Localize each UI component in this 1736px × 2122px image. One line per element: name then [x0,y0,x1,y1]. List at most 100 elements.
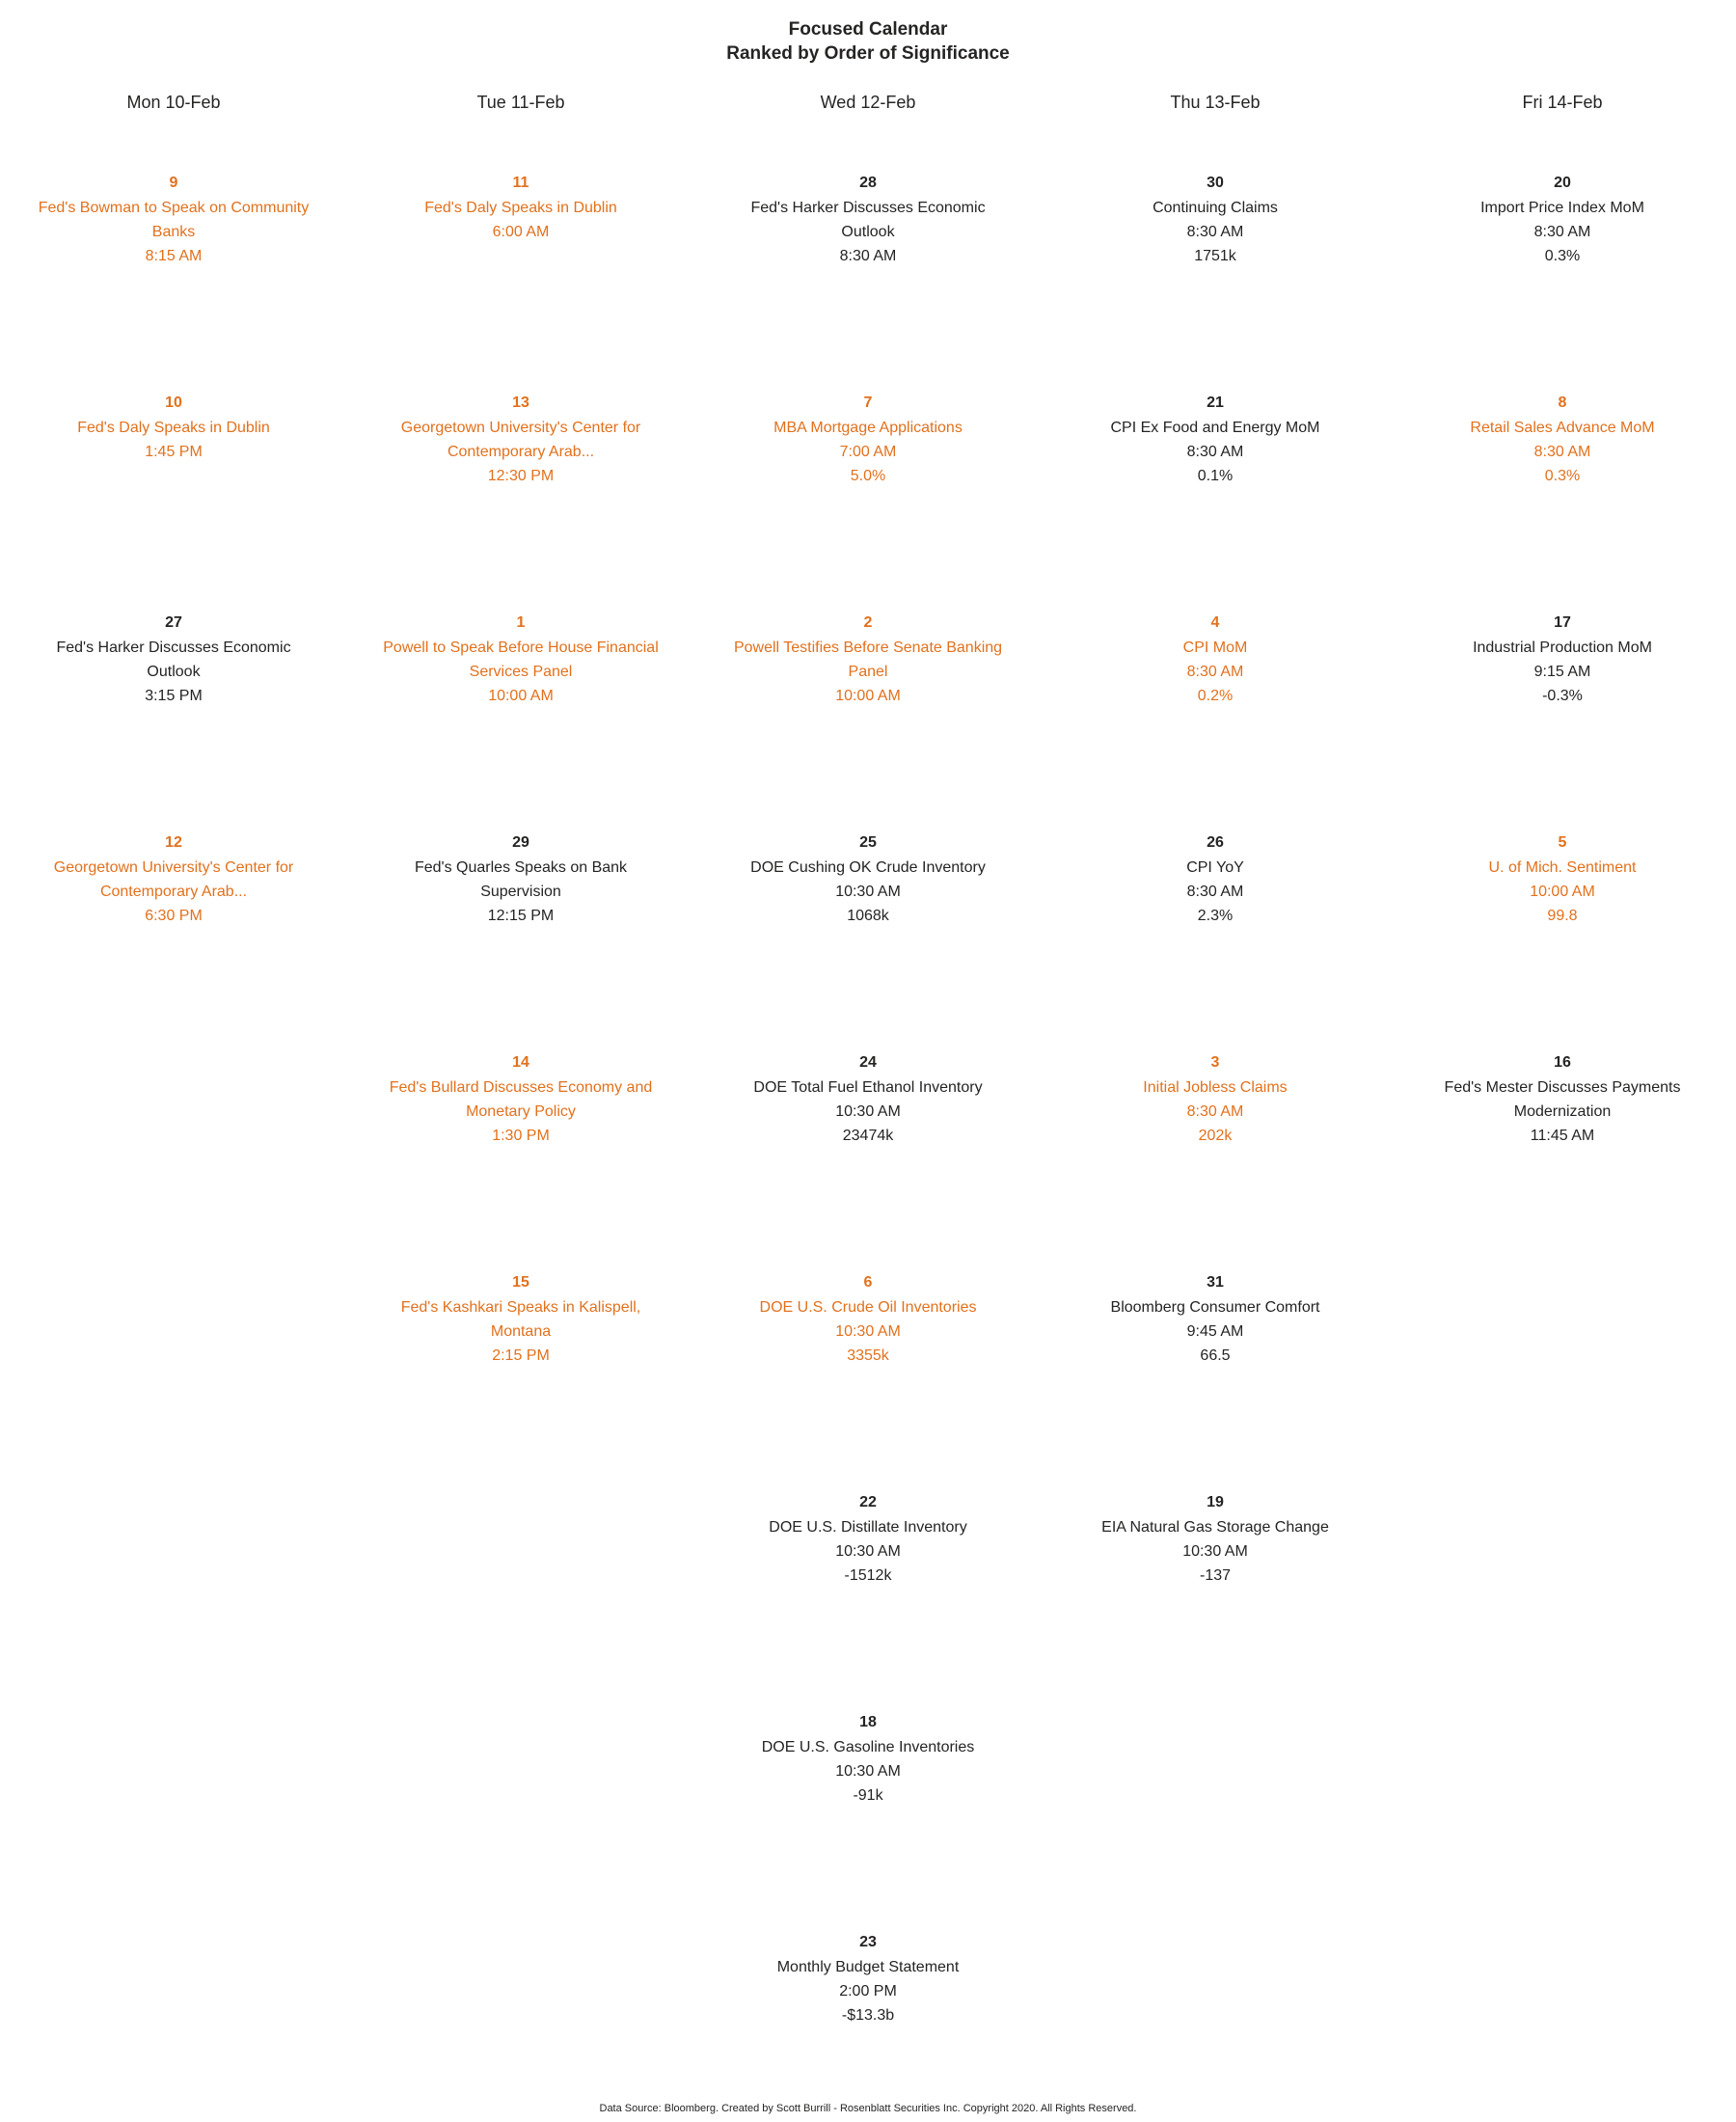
event-title: Fed's Daly Speaks in Dublin [424,200,617,216]
event-time: 10:30 AM [835,1103,901,1120]
event-time: 8:30 AM [1186,444,1244,460]
event-cell[interactable]: 22 DOE U.S. Distillate Inventory 10:30 AM -… [694,1473,1042,1693]
event-cell[interactable]: 30 Continuing Claims 8:30 AM 1751k [1042,153,1389,373]
event-cell[interactable]: 25 DOE Cushing OK Crude Inventory 10:30 AM… [694,813,1042,1033]
event-time: 10:30 AM [835,1543,901,1560]
event-cell[interactable]: 28 Fed's Harker Discusses Economic Outloo… [694,153,1042,373]
event-value: 2.3% [1197,908,1234,924]
event-cell[interactable]: 19 EIA Natural Gas Storage Change 10:30 AM… [1042,1473,1389,1693]
event-cell[interactable]: 12 Georgetown University's Center for Con… [0,813,347,1033]
event-rank: 2 [863,614,873,631]
event-cell[interactable]: 29 Fed's Quarles Speaks on Bank Supervisi… [347,813,694,1033]
empty-cell [0,1913,347,2122]
event-cell[interactable]: 16 Fed's Mester Discusses Payments Modern… [1389,1033,1736,1253]
event-cell[interactable]: 18 DOE U.S. Gasoline Inventories 10:30 AM -… [694,1693,1042,1913]
event-time: 6:00 AM [492,224,550,240]
event-title: CPI MoM [1182,639,1248,656]
empty-cell [347,1693,694,1913]
event-cell[interactable]: 1 Powell to Speak Before House Financial … [347,593,694,813]
event-cell[interactable]: 23 Monthly Budget Statement 2:00 PM -$13.3b [694,1913,1042,2122]
empty-cell [1042,1913,1389,2122]
empty-cell [0,1033,347,1253]
event-time: 8:30 AM [839,248,897,264]
event-cell[interactable]: 2 Powell Testifies Before Senate Banking … [694,593,1042,813]
event-time: 12:15 PM [487,908,555,924]
empty-cell [1042,1693,1389,1913]
event-rank: 19 [1207,1494,1224,1510]
event-title: Georgetown University's Center for Conte… [53,859,294,900]
event-title: Monthly Budget Statement [776,1959,960,1975]
event-title: MBA Mortgage Applications [773,420,963,436]
event-cell[interactable]: 9 Fed's Bowman to Speak on Community Bank… [0,153,347,373]
event-title: Powell to Speak Before House Financial S… [383,639,659,680]
event-title: Fed's Harker Discusses Economic Outlook [750,200,986,240]
event-rank: 27 [165,614,182,631]
event-title: EIA Natural Gas Storage Change [1101,1519,1329,1536]
event-time: 7:00 AM [839,444,897,460]
event-rank: 14 [512,1054,529,1071]
event-value: 202k [1198,1128,1233,1144]
event-cell[interactable]: 5 U. of Mich. Sentiment 10:00 AM 99.8 [1389,813,1736,1033]
event-title: U. of Mich. Sentiment [1488,859,1637,876]
empty-cell [1389,1253,1736,1473]
event-time: 11:45 AM [1530,1128,1595,1144]
event-rank: 5 [1558,834,1567,851]
event-title: Fed's Bullard Discusses Economy and Mone… [389,1079,653,1120]
event-title: Fed's Bowman to Speak on Community Banks [38,200,310,240]
event-title: Powell Testifies Before Senate Banking P… [733,639,1003,680]
page-subtitle: Ranked by Order of Significance [726,43,1010,64]
event-cell[interactable]: 24 DOE Total Fuel Ethanol Inventory 10:30 … [694,1033,1042,1253]
event-cell[interactable]: 7 MBA Mortgage Applications 7:00 AM 5.0% [694,373,1042,593]
event-time: 8:30 AM [1186,664,1244,680]
event-time: 8:30 AM [1533,444,1591,460]
event-value: 0.3% [1544,248,1581,264]
event-title: Industrial Production MoM [1473,639,1652,656]
event-time: 2:00 PM [839,1983,897,2000]
event-cell[interactable]: 10 Fed's Daly Speaks in Dublin 1:45 PM [0,373,347,593]
column-header-wed-12-feb: Wed 12-Feb [820,93,916,112]
event-cell[interactable]: 13 Georgetown University's Center for Con… [347,373,694,593]
event-cell[interactable]: 17 Industrial Production MoM 9:15 AM -0.3% [1389,593,1736,813]
report-header: Focused Calendar Ranked by Order of Sign… [0,0,1736,66]
event-time: 8:30 AM [1186,1103,1244,1120]
event-time: 8:15 AM [145,248,203,264]
event-time: 10:30 AM [835,1763,901,1780]
event-time: 10:30 AM [835,1323,901,1340]
event-rank: 12 [165,834,182,851]
event-title: DOE U.S. Crude Oil Inventories [759,1299,977,1316]
event-rank: 22 [859,1494,877,1510]
event-value: 66.5 [1200,1347,1231,1364]
event-time: 1:45 PM [145,444,203,460]
event-value: 3355k [847,1347,889,1364]
event-rank: 25 [859,834,877,851]
event-cell[interactable]: 6 DOE U.S. Crude Oil Inventories 10:30 AM 3… [694,1253,1042,1473]
event-cell[interactable]: 20 Import Price Index MoM 8:30 AM 0.3% [1389,153,1736,373]
event-cell[interactable]: 21 CPI Ex Food and Energy MoM 8:30 AM 0.1% [1042,373,1389,593]
event-cell[interactable]: 14 Fed's Bullard Discusses Economy and Mo… [347,1033,694,1253]
event-title: Retail Sales Advance MoM [1470,420,1655,436]
event-cell[interactable]: 3 Initial Jobless Claims 8:30 AM 202k [1042,1033,1389,1253]
event-title: Fed's Quarles Speaks on Bank Supervision [414,859,628,900]
event-cell[interactable]: 15 Fed's Kashkari Speaks in Kalispell, Mo… [347,1253,694,1473]
event-cell[interactable]: 11 Fed's Daly Speaks in Dublin 6:00 AM [347,153,694,373]
event-cell[interactable]: 27 Fed's Harker Discusses Economic Outloo… [0,593,347,813]
event-title: Bloomberg Consumer Comfort [1110,1299,1320,1316]
event-rank: 24 [859,1054,877,1071]
event-time: 10:30 AM [835,884,901,900]
event-cell[interactable]: 26 CPI YoY 8:30 AM 2.3% [1042,813,1389,1033]
event-title: Initial Jobless Claims [1143,1079,1288,1096]
event-value: 0.1% [1197,468,1234,484]
event-time: 9:45 AM [1186,1323,1244,1340]
event-cell[interactable]: 4 CPI MoM 8:30 AM 0.2% [1042,593,1389,813]
event-rank: 31 [1207,1274,1224,1291]
event-rank: 8 [1558,394,1567,411]
event-time: 10:00 AM [1530,884,1595,900]
event-cell[interactable]: 31 Bloomberg Consumer Comfort 9:45 AM 66.5 [1042,1253,1389,1473]
event-rank: 6 [863,1274,873,1291]
event-rank: 17 [1554,614,1571,631]
event-cell[interactable]: 8 Retail Sales Advance MoM 8:30 AM 0.3% [1389,373,1736,593]
event-time: 8:30 AM [1533,224,1591,240]
event-value: -137 [1199,1567,1232,1584]
event-title: Fed's Kashkari Speaks in Kalispell, Mont… [400,1299,641,1340]
